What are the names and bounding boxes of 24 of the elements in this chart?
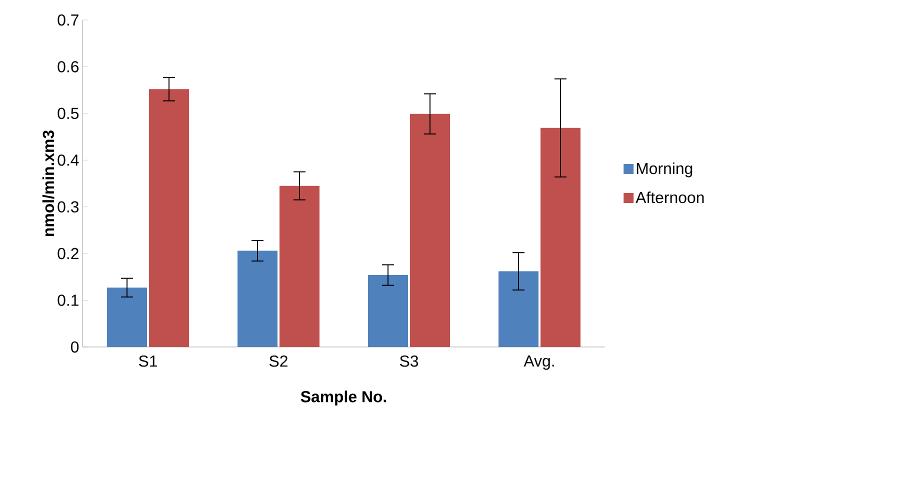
- bar: [107, 288, 148, 347]
- bar: [368, 275, 408, 347]
- bar: [498, 271, 539, 347]
- y-tick-label: 0.4: [58, 154, 79, 166]
- legend-label: Morning: [636, 162, 692, 178]
- bar: [540, 128, 581, 347]
- y-tick-label: 0.6: [58, 61, 79, 72]
- y-tick-label: 0.1: [58, 294, 78, 306]
- y-tick-label: 0.7: [58, 14, 78, 26]
- y-tick-label: 0: [71, 341, 79, 353]
- y-axis-title: nmol/min.xm3: [42, 130, 54, 236]
- x-tick-label: S2: [269, 356, 288, 367]
- y-tick-label: 0.2: [58, 248, 78, 260]
- x-tick-label: Avg.: [524, 356, 554, 370]
- bar: [410, 114, 450, 347]
- bar: [280, 186, 320, 347]
- bar: [149, 89, 190, 347]
- legend-label: Afternoon: [636, 191, 704, 204]
- y-tick-label: 0.5: [58, 108, 79, 120]
- x-axis-title: Sample No.: [300, 390, 386, 406]
- bar: [238, 250, 278, 347]
- y-tick-label: 0.3: [58, 201, 79, 212]
- x-tick-label: S3: [400, 356, 418, 367]
- x-tick-label: S1: [138, 356, 157, 367]
